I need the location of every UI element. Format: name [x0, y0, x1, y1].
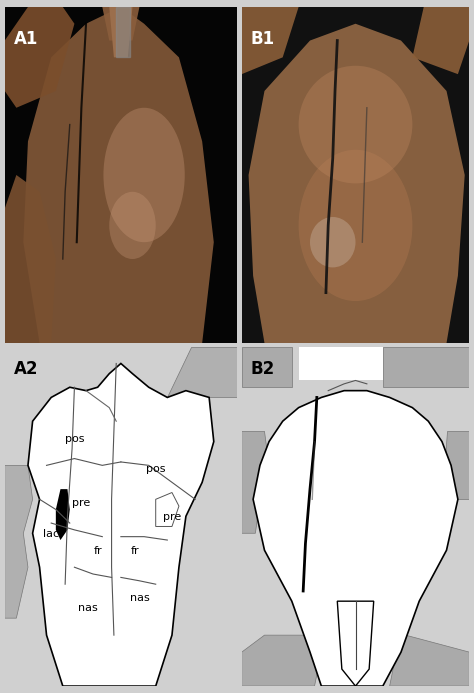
Polygon shape — [390, 635, 469, 686]
Text: nas: nas — [129, 593, 149, 603]
Polygon shape — [109, 7, 132, 58]
Text: A2: A2 — [14, 360, 38, 378]
Ellipse shape — [299, 66, 412, 184]
Text: pre: pre — [72, 498, 91, 508]
Polygon shape — [167, 346, 237, 398]
Text: B2: B2 — [251, 360, 275, 378]
Polygon shape — [412, 7, 469, 74]
Polygon shape — [242, 7, 299, 74]
Text: nas: nas — [79, 604, 98, 613]
Polygon shape — [242, 431, 269, 534]
Polygon shape — [5, 175, 56, 343]
Polygon shape — [242, 346, 292, 387]
Polygon shape — [23, 7, 214, 343]
Polygon shape — [56, 489, 70, 540]
Ellipse shape — [109, 192, 155, 259]
Ellipse shape — [103, 107, 185, 242]
Text: pos: pos — [64, 434, 84, 444]
Polygon shape — [337, 602, 374, 686]
Polygon shape — [253, 391, 458, 686]
Ellipse shape — [310, 217, 356, 267]
Bar — [116, 7, 130, 58]
Polygon shape — [248, 24, 465, 343]
Polygon shape — [155, 493, 179, 527]
Polygon shape — [299, 346, 383, 380]
Polygon shape — [383, 346, 469, 387]
Text: lac: lac — [43, 529, 59, 538]
Polygon shape — [28, 363, 214, 686]
Polygon shape — [5, 466, 33, 618]
Polygon shape — [5, 7, 74, 107]
Polygon shape — [442, 431, 469, 499]
Ellipse shape — [299, 150, 412, 301]
Text: A1: A1 — [14, 30, 38, 49]
Text: B1: B1 — [251, 30, 275, 49]
Text: pos: pos — [146, 464, 165, 474]
Polygon shape — [102, 7, 139, 40]
Text: fr: fr — [130, 545, 139, 556]
Text: fr: fr — [93, 545, 102, 556]
Text: pre: pre — [163, 511, 181, 522]
Polygon shape — [242, 635, 321, 686]
